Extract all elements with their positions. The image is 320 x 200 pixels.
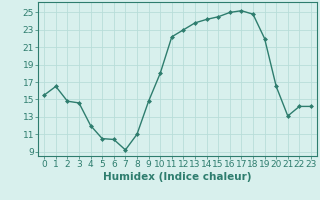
X-axis label: Humidex (Indice chaleur): Humidex (Indice chaleur) [103,172,252,182]
